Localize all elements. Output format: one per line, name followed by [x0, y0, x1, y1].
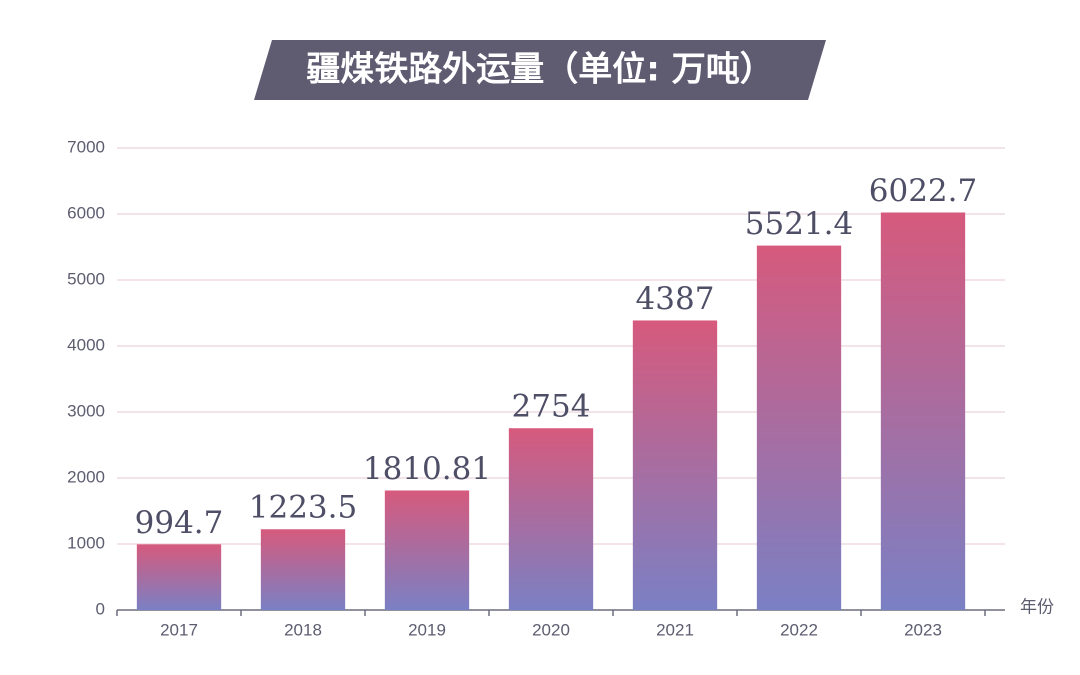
title-banner	[254, 40, 826, 100]
x-tick-label: 2018	[284, 620, 322, 639]
x-tick-label: 2023	[904, 620, 942, 639]
value-label: 5521.4	[745, 206, 853, 242]
x-tick-label: 2022	[780, 620, 818, 639]
x-tick-label: 2019	[408, 620, 446, 639]
y-tick-label: 3000	[67, 401, 105, 420]
bar	[632, 320, 718, 610]
bar	[880, 212, 966, 610]
y-tick-label: 7000	[67, 137, 105, 156]
bar	[384, 490, 470, 610]
y-tick-label: 2000	[67, 467, 105, 486]
y-tick-label: 1000	[67, 533, 105, 552]
y-tick-label: 5000	[67, 269, 105, 288]
bar	[508, 428, 594, 610]
value-label: 994.7	[135, 505, 224, 541]
y-tick-label: 4000	[67, 335, 105, 354]
bar	[136, 544, 222, 610]
bar	[756, 245, 842, 611]
x-tick-label: 2021	[656, 620, 694, 639]
value-label: 6022.7	[869, 173, 977, 209]
value-label: 4387	[636, 281, 715, 317]
x-tick-label: 2020	[532, 620, 570, 639]
y-tick-label: 0	[96, 599, 105, 618]
value-label: 2754	[512, 389, 591, 425]
value-label: 1223.5	[249, 490, 357, 526]
bar	[260, 529, 346, 610]
value-label: 1810.81	[363, 451, 491, 487]
x-tick-label: 2017	[160, 620, 198, 639]
y-tick-label: 6000	[67, 203, 105, 222]
x-axis-label: 年份	[1020, 597, 1054, 616]
chart-title: 疆煤铁路外运量（单位: 万吨）	[306, 50, 773, 90]
